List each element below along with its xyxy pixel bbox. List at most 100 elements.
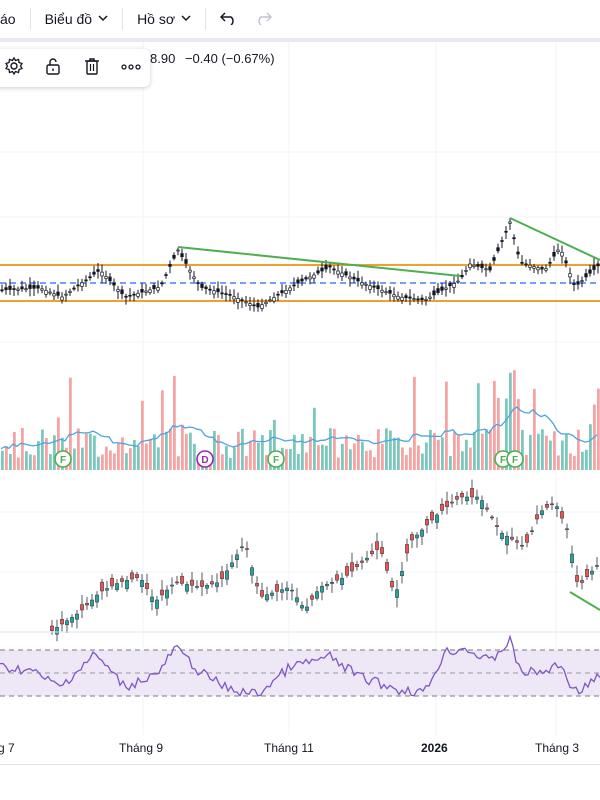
volume-bar (121, 437, 124, 470)
candle-body (592, 265, 596, 270)
volume-bar (45, 438, 48, 470)
volume-bar (401, 447, 404, 470)
time-axis[interactable]: g 7 Tháng 9 Tháng 11 2026 Tháng 3 (0, 735, 600, 763)
candle-body (344, 271, 348, 276)
candle-body (500, 240, 504, 242)
candle-body (420, 529, 424, 537)
toolbar-divider (122, 8, 124, 30)
volume-bar (561, 440, 564, 470)
candle-body (220, 292, 224, 295)
volume-bar (521, 429, 524, 470)
undo-button[interactable] (212, 0, 246, 38)
volume-bar (141, 400, 144, 470)
candle-body (265, 594, 269, 601)
candle-body (565, 528, 569, 531)
candle-body (75, 613, 79, 620)
candle-body (200, 283, 204, 288)
volume-bar (529, 434, 532, 470)
volume-bar (185, 434, 188, 470)
candle-body (405, 544, 409, 554)
volume-bar (549, 440, 552, 470)
candle-body (295, 597, 299, 603)
lock-button[interactable] (33, 49, 72, 87)
candle-body (416, 298, 420, 301)
menu-partial-item[interactable]: áo (0, 0, 24, 38)
volume-bar (329, 428, 332, 470)
volume-bar (453, 431, 456, 470)
candle-body (272, 297, 276, 302)
volume-bar (365, 450, 368, 470)
candle-body (332, 268, 336, 271)
volume-bar (9, 453, 12, 470)
settings-button[interactable] (0, 49, 33, 87)
candle-body (340, 272, 344, 277)
candle-body (390, 580, 394, 588)
volume-bar (485, 429, 488, 470)
trendlines[interactable] (177, 217, 600, 611)
volume-bar (517, 399, 520, 470)
candle-body (380, 289, 384, 293)
candle-body (88, 276, 92, 279)
more-button[interactable] (111, 49, 150, 87)
volume-bar (49, 454, 52, 470)
candle-body (128, 294, 132, 297)
volume-bar (505, 398, 508, 470)
chart-menu-button[interactable]: Biểu đồ (37, 0, 116, 38)
candle-body (260, 590, 264, 597)
candle-body (330, 581, 334, 584)
candle-body (196, 282, 200, 284)
support-resistance-zone[interactable] (0, 264, 600, 302)
candle-body (456, 280, 460, 283)
candle-body (208, 288, 212, 291)
candle-body (568, 273, 572, 278)
candle-body (70, 617, 74, 623)
volume-bar (177, 456, 180, 470)
redo-button[interactable] (246, 0, 280, 38)
trendline-bottom-panel[interactable] (569, 591, 600, 611)
candle-body (505, 535, 509, 546)
candle-body (104, 276, 108, 279)
volume-bar (525, 454, 528, 470)
candle-body (76, 284, 80, 287)
volume-bar (289, 449, 292, 470)
candle-body (465, 496, 469, 502)
candle-body (324, 264, 328, 270)
trendline-recent[interactable] (509, 217, 600, 261)
candle-body (190, 579, 194, 586)
volume-bar (53, 435, 56, 470)
candle-body (476, 264, 480, 267)
volume-bar (457, 434, 460, 470)
candle-body (55, 627, 59, 635)
profile-menu-button[interactable]: Hồ sơ (129, 0, 199, 38)
candle-body (292, 284, 296, 287)
volume-bar (425, 442, 428, 470)
candle-body (240, 546, 244, 549)
candle-body (155, 599, 159, 609)
volume-bar (545, 435, 548, 470)
candle-body (588, 269, 592, 274)
candle-body (415, 534, 419, 539)
candle-body (508, 221, 512, 224)
toolbar-divider (205, 8, 207, 30)
candle-body (370, 550, 374, 555)
candle-body (16, 288, 20, 291)
chevron-down-icon (181, 14, 191, 25)
volume-bar (181, 424, 184, 470)
delete-button[interactable] (72, 49, 111, 87)
candle-body (425, 519, 429, 526)
candle-body (320, 585, 324, 593)
volume-bar (345, 435, 348, 470)
volume-bar (117, 443, 120, 470)
candle-body (550, 503, 554, 506)
candle-body (455, 496, 459, 500)
candle-body (585, 569, 589, 578)
candle-body (520, 261, 524, 264)
trendline-lower-highs[interactable] (177, 246, 461, 277)
candle-body (248, 303, 252, 306)
candle-body (228, 293, 232, 296)
candle-body (580, 580, 584, 583)
volume-bar (269, 430, 272, 470)
candle-body (495, 525, 499, 527)
